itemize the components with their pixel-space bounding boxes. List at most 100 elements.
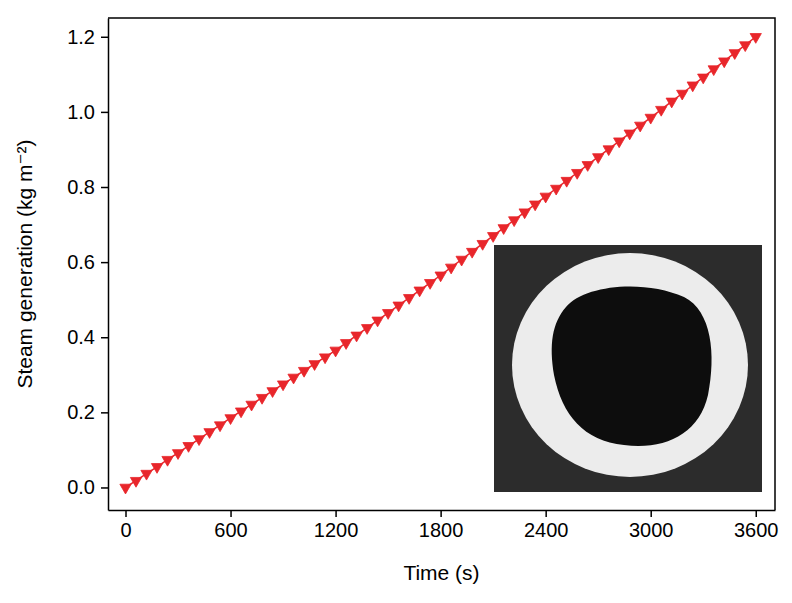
data-point [729, 50, 740, 60]
y-tick-mark [101, 112, 108, 114]
x-axis: 060012001800240030003600 [109, 510, 779, 541]
data-point [593, 154, 604, 164]
data-point [551, 185, 562, 195]
y-tick-label: 0.6 [67, 251, 95, 273]
data-point [424, 280, 435, 290]
y-tick-mark [101, 412, 108, 414]
y-tick-mark [101, 187, 108, 189]
y-tick-label: 0.8 [67, 176, 95, 198]
data-point [393, 302, 404, 312]
x-tick: 3600 [734, 510, 779, 541]
data-point [193, 436, 204, 446]
x-tick-label: 1800 [419, 519, 464, 541]
y-axis-title: Steam generation (kg m⁻²) [13, 139, 36, 388]
data-point [645, 114, 656, 124]
plot: 0600120018002400300036000.00.20.40.60.81… [67, 18, 778, 541]
x-tick-label: 2400 [524, 519, 569, 541]
data-point [498, 225, 509, 235]
y-axis-line [108, 19, 110, 511]
data-point [530, 201, 541, 211]
data-point [687, 82, 698, 92]
data-point [214, 422, 225, 432]
data-point [256, 394, 267, 404]
data-line [126, 37, 756, 488]
x-tick-label: 0 [120, 519, 131, 541]
data-point [172, 450, 183, 460]
x-tick-label: 3000 [629, 519, 674, 541]
x-tick-mark [545, 510, 547, 517]
data-point [414, 287, 425, 297]
data-layer [120, 34, 762, 494]
y-tick-label: 0.4 [67, 326, 95, 348]
x-tick: 1200 [314, 510, 359, 541]
data-point [435, 272, 446, 282]
data-point [351, 332, 362, 342]
data-point [467, 248, 478, 258]
data-point [698, 74, 709, 84]
x-tick-mark [440, 510, 442, 517]
y-tick: 0.4 [67, 326, 108, 348]
data-point [298, 367, 309, 377]
data-point [603, 146, 614, 156]
inset-ring [512, 253, 748, 477]
x-tick-mark [230, 510, 232, 517]
data-point [183, 443, 194, 453]
y-tick: 1.0 [67, 101, 108, 123]
y-tick-mark [101, 262, 108, 264]
x-tick: 2400 [524, 510, 569, 541]
y-tick: 0.2 [67, 401, 108, 423]
data-point [561, 177, 572, 187]
data-point [624, 130, 635, 140]
data-point [277, 381, 288, 391]
x-tick-mark [650, 510, 652, 517]
data-point [141, 470, 152, 480]
chart: 0600120018002400300036000.00.20.40.60.81… [0, 0, 792, 603]
data-point [750, 34, 761, 44]
x-tick: 1800 [419, 510, 464, 541]
data-point [456, 256, 467, 266]
data-point [361, 325, 372, 335]
data-point [120, 484, 131, 494]
x-tick: 3000 [629, 510, 674, 541]
y-tick: 1.2 [67, 26, 108, 48]
data-point [582, 162, 593, 172]
data-point [246, 401, 257, 411]
y-tick-label: 1.0 [67, 101, 95, 123]
data-point [719, 58, 730, 68]
x-axis-title: Time (s) [403, 561, 479, 584]
y-tick: 0.0 [67, 476, 108, 498]
x-tick-mark [125, 510, 127, 517]
data-point [382, 310, 393, 320]
data-point [572, 169, 583, 179]
data-point [509, 217, 520, 227]
x-tick-mark [335, 510, 337, 517]
data-point [309, 361, 320, 371]
data-point [235, 408, 246, 418]
x-tick-mark [755, 510, 757, 517]
y-tick-mark [101, 37, 108, 39]
data-point [635, 122, 646, 132]
y-tick-mark [101, 487, 108, 489]
x-tick-label: 1200 [314, 519, 359, 541]
data-point [330, 347, 341, 357]
x-tick: 0 [120, 510, 131, 541]
data-point [204, 429, 215, 439]
data-point [666, 98, 677, 108]
data-point [656, 106, 667, 116]
y-tick-label: 0.2 [67, 401, 95, 423]
data-point [614, 138, 625, 148]
data-point [319, 354, 330, 364]
y-tick-label: 1.2 [67, 26, 95, 48]
data-point [740, 42, 751, 52]
data-point [519, 209, 530, 219]
y-tick: 0.8 [67, 176, 108, 198]
data-point [267, 388, 278, 398]
data-point [488, 233, 499, 243]
y-axis: 0.0 0.2 0.4 0.6 0.8 1.0 1.2 [67, 19, 108, 511]
data-point [372, 317, 383, 327]
data-point [477, 240, 488, 250]
data-point [225, 415, 236, 425]
y-tick-mark [101, 337, 108, 339]
data-point [340, 340, 351, 350]
x-axis-line [109, 510, 776, 512]
